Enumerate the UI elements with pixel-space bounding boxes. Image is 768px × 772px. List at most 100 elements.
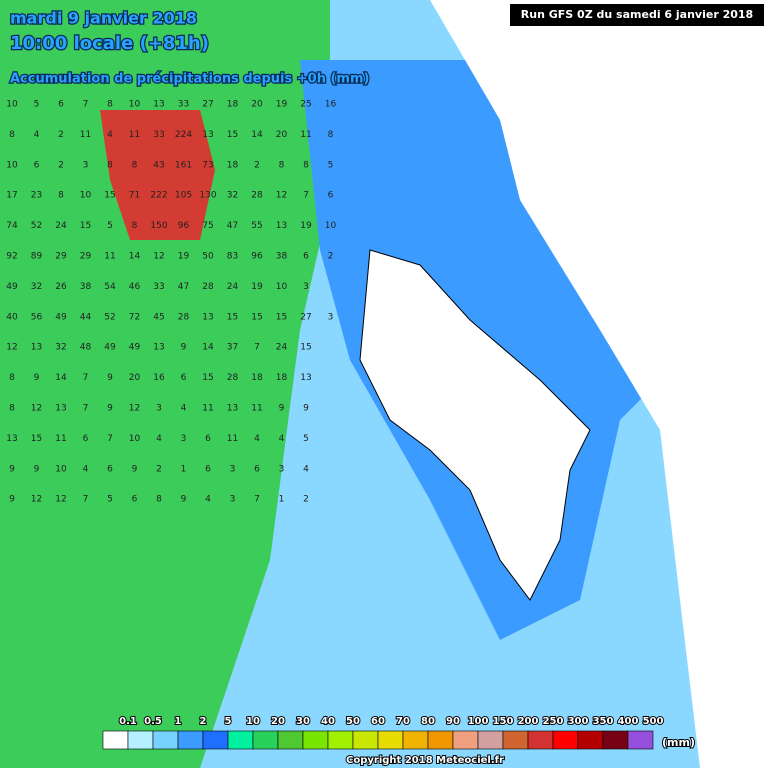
grid-value: 19 — [276, 100, 288, 110]
grid-value: 8 — [9, 130, 15, 140]
grid-value: 74 — [6, 221, 18, 231]
grid-value: 13 — [55, 404, 66, 414]
grid-value: 46 — [129, 282, 141, 292]
legend-swatch — [577, 730, 604, 750]
grid-value: 8 — [58, 191, 64, 201]
grid-value: 12 — [6, 343, 17, 353]
grid-value: 26 — [55, 282, 67, 292]
grid-value: 10 — [276, 282, 288, 292]
grid-value: 23 — [31, 191, 42, 201]
legend-swatch — [452, 730, 479, 750]
grid-value: 28 — [251, 191, 263, 201]
grid-value: 89 — [31, 252, 43, 262]
grid-value: 56 — [31, 312, 43, 322]
grid-value: 11 — [300, 130, 311, 140]
legend-swatch — [427, 730, 454, 750]
grid-value: 13 — [202, 312, 213, 322]
grid-value: 3 — [230, 495, 236, 505]
grid-value: 8 — [132, 221, 138, 231]
legend-swatch — [552, 730, 579, 750]
grid-value: 24 — [55, 221, 67, 231]
legend-label: 2 — [200, 716, 207, 727]
grid-value: 13 — [31, 343, 42, 353]
grid-value: 33 — [153, 282, 164, 292]
grid-value: 9 — [279, 404, 285, 414]
grid-value: 2 — [303, 495, 309, 505]
grid-value: 49 — [6, 282, 18, 292]
legend-label: 10 — [246, 716, 260, 727]
legend-unit: (mm) — [662, 736, 695, 749]
value-grid: 10 5 6 7 8 10 13 33 27 18 20 19 25 168 4 2 11 4 11 33 224 13 1… — [6, 100, 336, 505]
grid-value: 15 — [227, 130, 238, 140]
grid-value: 8 — [156, 495, 162, 505]
grid-value: 33 — [153, 130, 164, 140]
grid-value: 6 — [205, 434, 211, 444]
grid-value: 1 — [181, 464, 187, 474]
grid-value: 8 — [9, 404, 15, 414]
legend-label: 500 — [643, 716, 664, 727]
grid-value: 8 — [303, 160, 309, 170]
legend-label: 70 — [396, 716, 410, 727]
grid-value: 8 — [132, 160, 138, 170]
grid-value: 6 — [205, 464, 211, 474]
legend-label: 20 — [271, 716, 285, 727]
grid-value: 3 — [303, 282, 309, 292]
grid-value: 17 — [6, 191, 17, 201]
grid-value: 13 — [227, 404, 238, 414]
grid-value: 15 — [80, 221, 91, 231]
grid-value: 37 — [227, 343, 238, 353]
grid-value: 6 — [254, 464, 260, 474]
grid-value: 7 — [83, 373, 89, 383]
grid-value: 47 — [227, 221, 238, 231]
grid-value: 11 — [80, 130, 91, 140]
grid-value: 11 — [251, 404, 262, 414]
rain-zone-red — [100, 110, 215, 240]
grid-value: 12 — [129, 404, 140, 414]
grid-value: 10 — [55, 464, 67, 474]
grid-value: 9 — [34, 373, 40, 383]
grid-value: 83 — [227, 252, 238, 262]
grid-value: 9 — [9, 495, 15, 505]
grid-value: 32 — [31, 282, 42, 292]
grid-value: 27 — [300, 312, 311, 322]
grid-value: 15 — [104, 191, 115, 201]
grid-value: 8 — [107, 100, 113, 110]
grid-value: 13 — [300, 373, 311, 383]
grid-value: 4 — [83, 464, 89, 474]
grid-value: 48 — [80, 343, 92, 353]
grid-value: 222 — [150, 191, 167, 201]
grid-value: 13 — [276, 221, 287, 231]
grid-value: 15 — [300, 343, 311, 353]
grid-value: 40 — [6, 312, 18, 322]
grid-value: 11 — [227, 434, 238, 444]
grid-value: 15 — [31, 434, 42, 444]
grid-value: 2 — [254, 160, 260, 170]
grid-value: 38 — [276, 252, 288, 262]
grid-value: 16 — [325, 100, 337, 110]
grid-value: 3 — [83, 160, 89, 170]
grid-value: 8 — [107, 160, 113, 170]
grid-value: 5 — [34, 100, 40, 110]
grid-value: 6 — [34, 160, 40, 170]
grid-value: 13 — [153, 343, 164, 353]
grid-value: 9 — [107, 404, 113, 414]
grid-value: 18 — [227, 100, 239, 110]
grid-value: 96 — [251, 252, 263, 262]
grid-value: 13 — [6, 434, 17, 444]
grid-value: 5 — [107, 495, 113, 505]
grid-value: 14 — [129, 252, 141, 262]
grid-value: 9 — [34, 464, 40, 474]
grid-value: 12 — [153, 252, 164, 262]
grid-value: 11 — [55, 434, 66, 444]
grid-value: 4 — [107, 130, 113, 140]
grid-value: 161 — [175, 160, 192, 170]
grid-value: 10 — [6, 160, 18, 170]
grid-value: 6 — [328, 191, 334, 201]
grid-value: 52 — [104, 312, 115, 322]
grid-value: 16 — [153, 373, 165, 383]
grid-value: 13 — [202, 130, 213, 140]
legend-label: 40 — [321, 716, 335, 727]
grid-value: 15 — [227, 312, 238, 322]
grid-value: 7 — [83, 100, 89, 110]
